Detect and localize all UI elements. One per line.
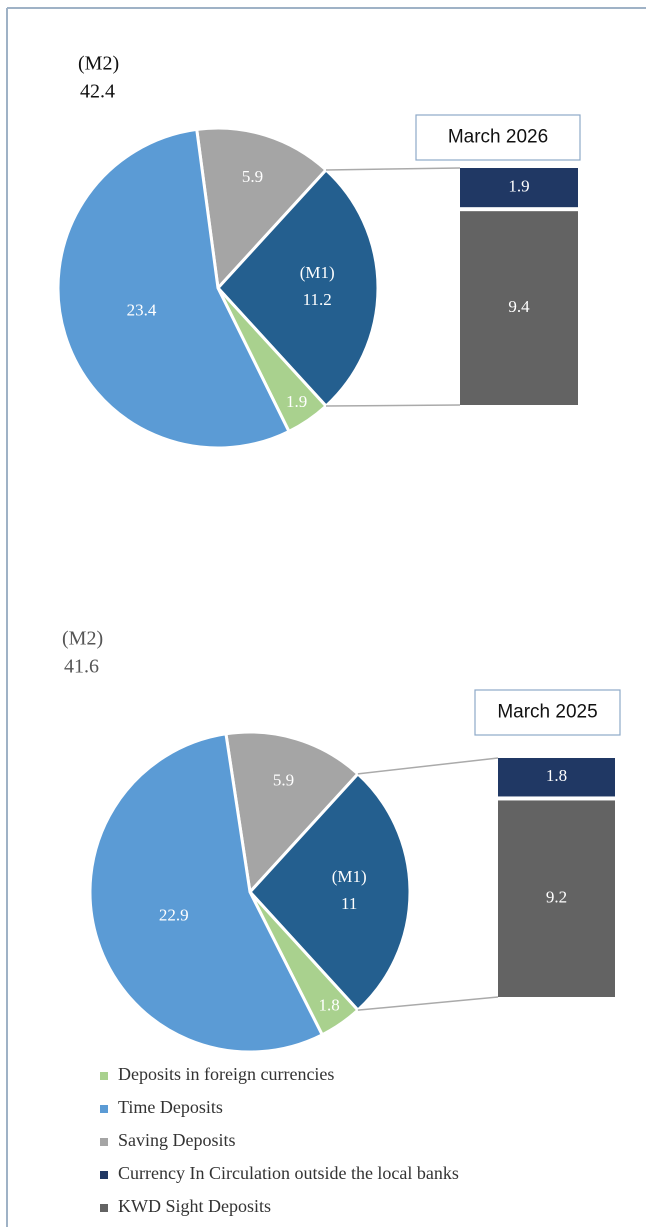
slice-label: 5.9 [242, 167, 263, 186]
pie-slice [224, 730, 361, 896]
bar-segment [498, 758, 615, 797]
legend-label: Deposits in foreign currencies [118, 1064, 334, 1084]
slice-label: 5.9 [273, 771, 294, 790]
title-box [415, 114, 581, 161]
connector [325, 167, 461, 171]
legend-swatch [100, 1138, 108, 1146]
slice-label: 11.2 [303, 290, 332, 309]
legend-swatch [100, 1072, 108, 1080]
pie-slice [88, 732, 325, 1054]
title-box [474, 689, 621, 736]
total-value: 41.6 [64, 656, 99, 678]
slice-label: 11 [341, 894, 357, 913]
pie-slice [195, 126, 329, 292]
slice-label: (M1) [332, 867, 367, 886]
legend-label: Saving Deposits [118, 1130, 236, 1150]
slice-label: 1.9 [286, 392, 307, 411]
pie-slice [247, 771, 412, 1013]
total-value: 42.4 [80, 81, 115, 103]
connector [357, 996, 499, 1011]
total-label: (M2) [78, 53, 119, 75]
bar-segment [460, 168, 578, 208]
slice-label: 1.8 [318, 995, 339, 1014]
connector [357, 757, 499, 775]
bar-label: 1.8 [546, 766, 567, 785]
chart-title: March 2025 [497, 702, 597, 723]
bar-label: 9.4 [508, 297, 530, 316]
legend-label: Currency In Circulation outside the loca… [118, 1163, 459, 1183]
pie-slice [215, 167, 380, 409]
slice-label: 23.4 [127, 300, 157, 319]
legend-swatch [100, 1105, 108, 1113]
legend-swatch [100, 1204, 108, 1212]
connector [325, 404, 461, 407]
pie-slice [56, 127, 291, 450]
legend-label: Time Deposits [118, 1097, 223, 1117]
bar-segment [460, 211, 578, 405]
legend-swatch [100, 1171, 108, 1179]
bar-label: 9.2 [546, 888, 567, 907]
total-label: (M2) [62, 628, 103, 650]
bar-label: 1.9 [508, 176, 529, 195]
chart-title: March 2026 [448, 127, 548, 148]
bar-segment [498, 800, 615, 997]
slice-label: (M1) [300, 263, 335, 282]
slice-label: 22.9 [159, 905, 189, 924]
legend-label: KWD Sight Deposits [118, 1196, 271, 1216]
